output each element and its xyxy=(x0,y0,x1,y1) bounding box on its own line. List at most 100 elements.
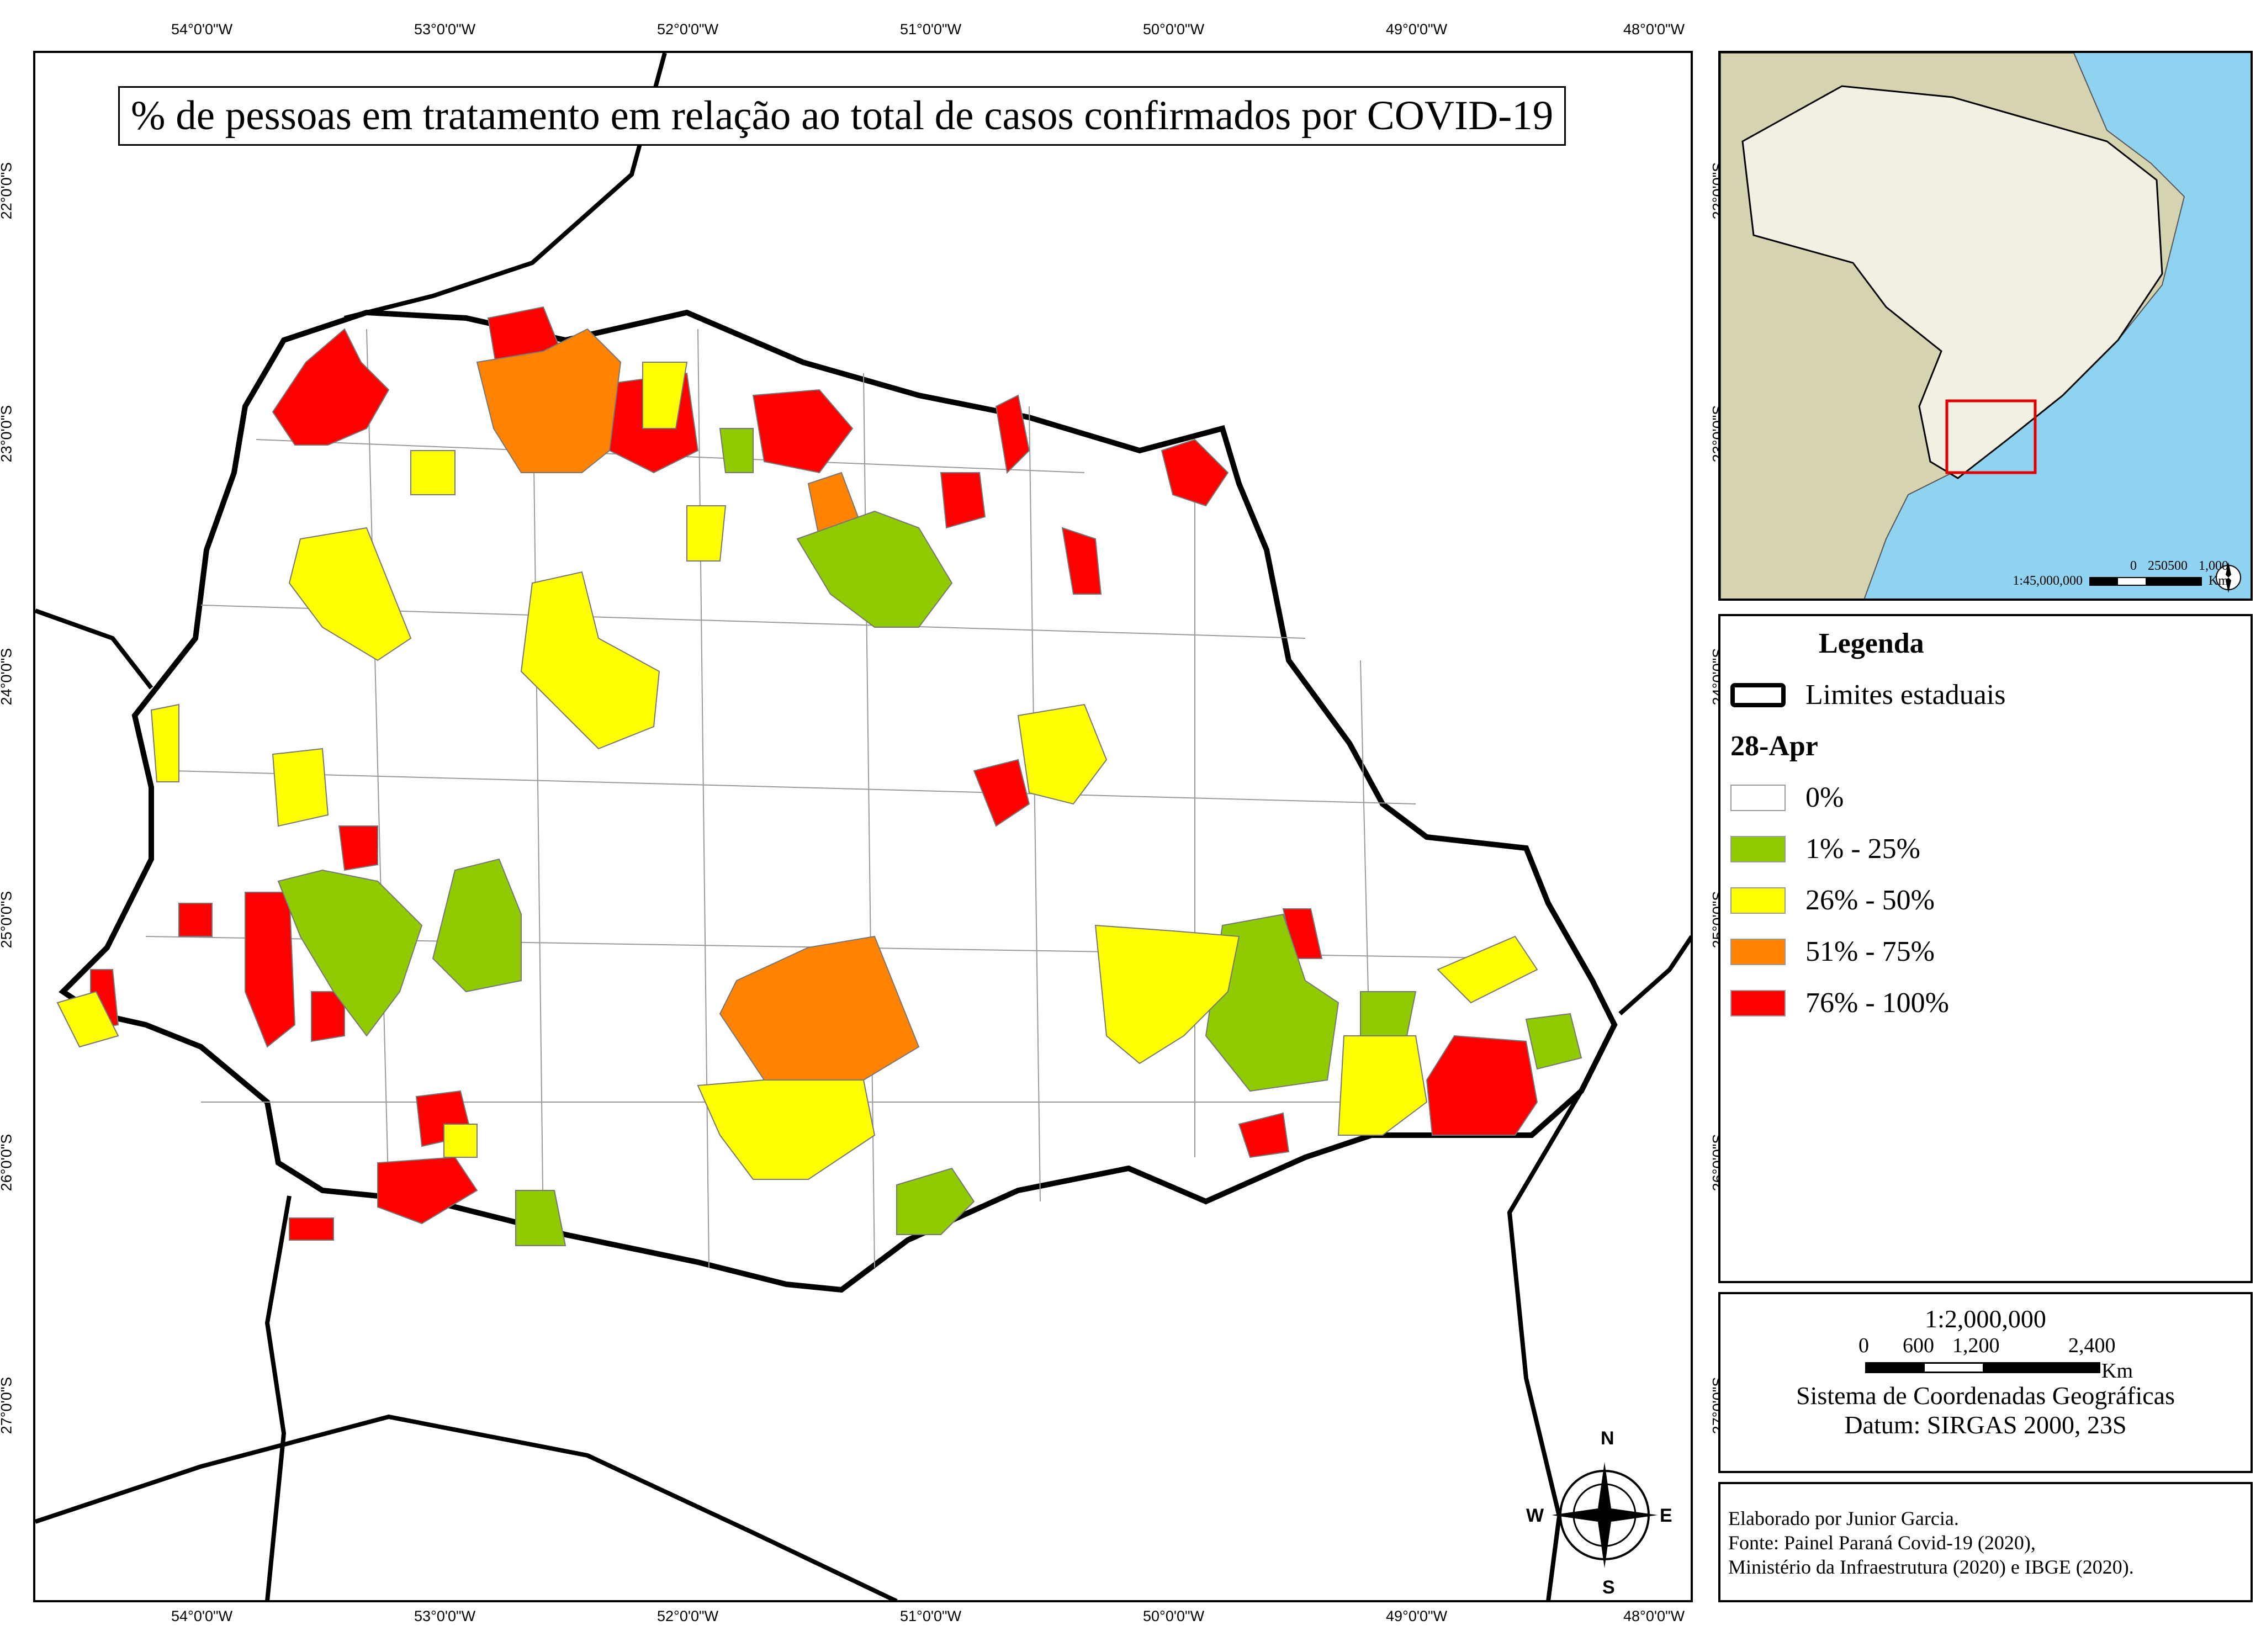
region-red-8 xyxy=(1061,527,1102,595)
region-yellow-5 xyxy=(686,505,727,562)
legend-class-label: 0% xyxy=(1805,782,1844,813)
lon-tick-label: 50°0'0"W xyxy=(1143,21,1205,38)
inset-scale-tick: 250500 xyxy=(2148,559,2188,573)
scale-unit: Km xyxy=(2101,1359,2133,1383)
region-yellow-4 xyxy=(520,571,660,750)
region-green-9 xyxy=(1525,1013,1582,1070)
region-red-10 xyxy=(338,825,378,871)
main-map-svg xyxy=(35,53,1691,1600)
credit-line: Ministério da Infraestrutura (2020) e IB… xyxy=(1728,1556,2134,1578)
region-yellow-8 xyxy=(272,748,329,827)
main-map: N S E W % de pessoas em tratamento em re… xyxy=(33,51,1693,1602)
region-yellow-12 xyxy=(1437,935,1538,1004)
study-area-box xyxy=(1945,399,2037,474)
compass-east-label: E xyxy=(1660,1505,1672,1526)
legend-class-label: 26% - 50% xyxy=(1805,885,1935,916)
scale-tick: 2,400 xyxy=(2068,1334,2116,1357)
region-yellow-6 xyxy=(1017,703,1108,805)
lon-tick-label: 54°0'0"W xyxy=(171,21,233,38)
legend-class-label: 1% - 25% xyxy=(1805,833,1920,865)
region-red-7 xyxy=(1161,438,1229,507)
credit-line: Fonte: Painel Paraná Covid-19 (2020), xyxy=(1728,1532,2036,1554)
lat-tick-label: 27°0'0"S xyxy=(0,1376,15,1434)
region-red-19 xyxy=(1426,1035,1538,1136)
legend-class-row: 76% - 100% xyxy=(1730,987,2241,1019)
map-title: % de pessoas em tratamento em relação ao… xyxy=(118,86,1566,146)
region-orange-3 xyxy=(719,935,920,1092)
region-yellow-7 xyxy=(150,703,179,782)
region-yellow-9 xyxy=(1094,924,1240,1065)
scale-ratio: 1:2,000,000 xyxy=(1925,1305,2046,1333)
legend-class-label: 76% - 100% xyxy=(1805,987,1949,1019)
lon-tick-label: 53°0'0"W xyxy=(414,1608,476,1624)
legend-class-label: 51% - 75% xyxy=(1805,936,1935,967)
region-red-20 xyxy=(1238,1112,1290,1158)
region-red-17 xyxy=(289,1217,334,1241)
region-green-1 xyxy=(719,428,754,473)
inset-scale-ticks: 0 250500 1,000 xyxy=(2013,559,2228,574)
legend-title: Legenda xyxy=(1819,628,1924,659)
scale-tick: 0 xyxy=(1858,1334,1869,1357)
lat-tick-label: 24°0'0"S xyxy=(0,648,15,706)
lon-tick-label: 49°0'0"W xyxy=(1386,1608,1448,1624)
scale-bar xyxy=(1865,1362,2100,1373)
legend-swatch xyxy=(1730,887,1786,914)
lon-tick-label: 52°0'0"W xyxy=(657,1608,719,1624)
scale-tick: 1,200 xyxy=(1952,1334,2000,1357)
lat-tick-label: 22°0'0"S xyxy=(0,162,15,220)
compass-south-label: S xyxy=(1602,1577,1615,1598)
legend-swatch xyxy=(1730,938,1786,965)
region-red-4 xyxy=(752,389,854,474)
scale-bar-row: Km xyxy=(1720,1359,2251,1383)
legend-swatch xyxy=(1730,989,1786,1016)
choropleth-polygons xyxy=(56,306,1582,1246)
credit-line: Elaborado por Junior Garcia. xyxy=(1728,1507,1959,1529)
border-line-coast xyxy=(1507,1089,1584,1600)
region-green-7 xyxy=(896,1167,975,1235)
region-red-12 xyxy=(178,903,213,937)
border-line-sc-west xyxy=(264,1195,292,1600)
compass-north-label: N xyxy=(1601,1428,1614,1449)
inset-scale-unit: Km xyxy=(2209,574,2228,588)
legend: Legenda Limites estaduais 28-Apr 0% 1% - … xyxy=(1718,614,2253,1283)
lon-tick-label: 51°0'0"W xyxy=(900,21,962,38)
scale-block: 1:2,000,000 0 600 1,200 2,400 Km Sistema… xyxy=(1718,1292,2253,1473)
border-line-east xyxy=(1618,935,1691,1015)
region-orange-1 xyxy=(476,328,622,473)
region-red-1 xyxy=(272,328,390,446)
credits: Elaborado por Junior Garcia. Fonte: Pain… xyxy=(1718,1482,2253,1602)
lat-tick-label: 25°0'0"S xyxy=(0,891,15,949)
legend-class-row: 1% - 25% xyxy=(1730,833,2241,865)
region-green-3 xyxy=(277,869,423,1037)
region-red-11 xyxy=(245,892,296,1048)
boundary-swatch xyxy=(1730,682,1786,707)
lat-tick-label: 26°0'0"S xyxy=(0,1134,15,1192)
region-green-4 xyxy=(432,858,522,993)
region-green-5 xyxy=(1205,913,1339,1092)
lon-tick-label: 50°0'0"W xyxy=(1143,1608,1205,1624)
lon-tick-label: 48°0'0"W xyxy=(1623,1608,1685,1624)
inset-scale: 0 250500 1,000 1:45,000,000 Km xyxy=(2013,559,2228,589)
region-red-6 xyxy=(995,394,1030,474)
border-line-south xyxy=(35,1414,898,1600)
legend-swatch xyxy=(1730,835,1786,862)
coordinate-system: Sistema de Coordenadas Geográficas xyxy=(1796,1381,2175,1410)
legend-classes: 0% 1% - 25% 26% - 50% 51% - 75% 76% - 100% xyxy=(1730,781,2241,1019)
inset-map: 0 250500 1,000 1:45,000,000 Km xyxy=(1718,51,2253,601)
legend-class-row: 0% xyxy=(1730,781,2241,814)
region-red-5 xyxy=(940,472,986,529)
inset-scale-tick: 1,000 xyxy=(2199,559,2228,573)
lon-tick-label: 52°0'0"W xyxy=(657,21,719,38)
legend-swatch xyxy=(1730,784,1786,811)
region-yellow-2 xyxy=(410,450,456,495)
lon-tick-label: 51°0'0"W xyxy=(900,1608,962,1624)
datum: Datum: SIRGAS 2000, 23S xyxy=(1844,1411,2127,1439)
lon-tick-label: 48°0'0"W xyxy=(1623,21,1685,38)
region-red-16 xyxy=(377,1156,478,1225)
region-green-8 xyxy=(515,1190,566,1246)
lon-tick-label: 49°0'0"W xyxy=(1386,21,1448,38)
inset-map-svg xyxy=(1720,53,2241,599)
scale-tick: 600 xyxy=(1903,1334,1934,1357)
scale-ticks: 0 600 1,200 2,400 xyxy=(1720,1333,2251,1359)
compass-west-label: W xyxy=(1526,1505,1544,1526)
